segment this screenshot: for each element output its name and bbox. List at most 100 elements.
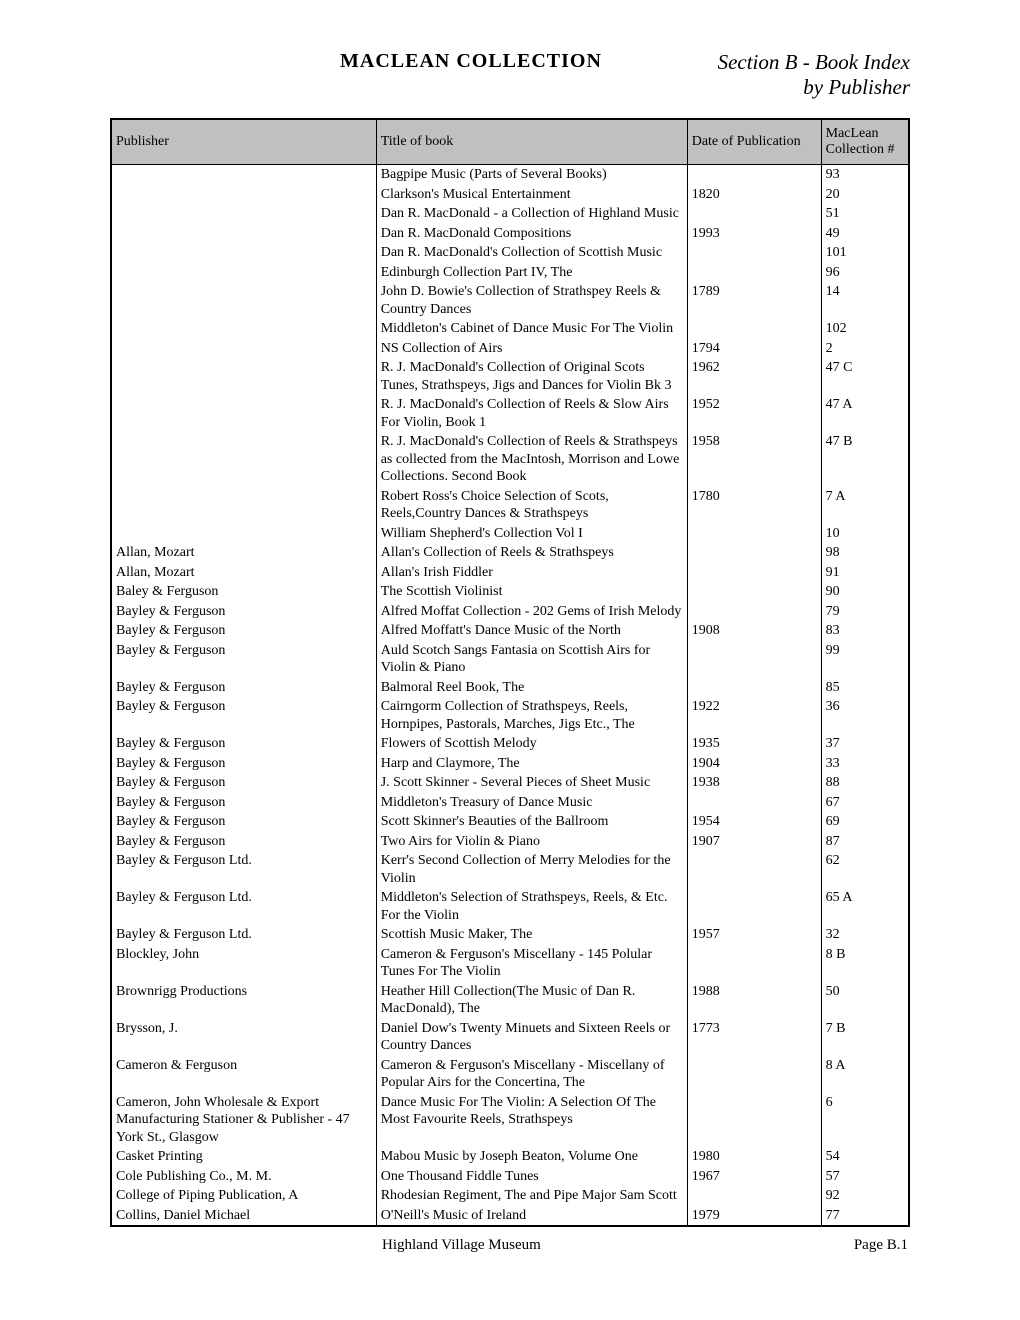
table-row: Casket PrintingMabou Music by Joseph Bea… xyxy=(111,1147,909,1167)
cell-publisher: Bayley & Ferguson xyxy=(111,754,376,774)
cell-num: 50 xyxy=(821,982,909,1019)
cell-publisher xyxy=(111,432,376,487)
cell-num: 32 xyxy=(821,925,909,945)
cell-date xyxy=(687,945,821,982)
cell-title: John D. Bowie's Collection of Strathspey… xyxy=(376,282,687,319)
cell-publisher xyxy=(111,339,376,359)
cell-num: 77 xyxy=(821,1206,909,1227)
cell-title: Cairngorm Collection of Strathspeys, Ree… xyxy=(376,697,687,734)
book-index-table: Publisher Title of book Date of Publicat… xyxy=(110,118,910,1227)
cell-title: Middleton's Cabinet of Dance Music For T… xyxy=(376,319,687,339)
cell-num: 88 xyxy=(821,773,909,793)
cell-num: 6 xyxy=(821,1093,909,1148)
cell-date: 1993 xyxy=(687,224,821,244)
cell-publisher: Collins, Daniel Michael xyxy=(111,1206,376,1227)
table-row: Bayley & Ferguson Ltd.Middleton's Select… xyxy=(111,888,909,925)
table-row: Bayley & FergusonAlfred Moffat Collectio… xyxy=(111,602,909,622)
cell-title: Auld Scotch Sangs Fantasia on Scottish A… xyxy=(376,641,687,678)
cell-publisher xyxy=(111,358,376,395)
cell-publisher: Bayley & Ferguson xyxy=(111,812,376,832)
cell-publisher: Bayley & Ferguson Ltd. xyxy=(111,925,376,945)
table-row: Collins, Daniel MichaelO'Neill's Music o… xyxy=(111,1206,909,1227)
cell-date: 1908 xyxy=(687,621,821,641)
cell-num: 57 xyxy=(821,1167,909,1187)
cell-date: 1773 xyxy=(687,1019,821,1056)
cell-publisher: Baley & Ferguson xyxy=(111,582,376,602)
cell-num: 2 xyxy=(821,339,909,359)
cell-title: Allan's Collection of Reels & Strathspey… xyxy=(376,543,687,563)
cell-title: Edinburgh Collection Part IV, The xyxy=(376,263,687,283)
table-row: Dan R. MacDonald Compositions199349 xyxy=(111,224,909,244)
table-row: R. J. MacDonald's Collection of Reels & … xyxy=(111,395,909,432)
cell-num: 33 xyxy=(821,754,909,774)
cell-num: 62 xyxy=(821,851,909,888)
cell-num: 90 xyxy=(821,582,909,602)
cell-num: 47 B xyxy=(821,432,909,487)
cell-date: 1952 xyxy=(687,395,821,432)
cell-date: 1980 xyxy=(687,1147,821,1167)
cell-publisher: Bayley & Ferguson xyxy=(111,697,376,734)
cell-title: Middleton's Selection of Strathspeys, Re… xyxy=(376,888,687,925)
cell-title: Two Airs for Violin & Piano xyxy=(376,832,687,852)
cell-publisher: Bayley & Ferguson Ltd. xyxy=(111,888,376,925)
cell-num: 101 xyxy=(821,243,909,263)
table-row: Bayley & FergusonFlowers of Scottish Mel… xyxy=(111,734,909,754)
table-body: Bagpipe Music (Parts of Several Books)93… xyxy=(111,165,909,1227)
cell-title: Allan's Irish Fiddler xyxy=(376,563,687,583)
cell-title: R. J. MacDonald's Collection of Reels & … xyxy=(376,432,687,487)
cell-num: 85 xyxy=(821,678,909,698)
cell-title: NS Collection of Airs xyxy=(376,339,687,359)
cell-title: The Scottish Violinist xyxy=(376,582,687,602)
cell-date: 1820 xyxy=(687,185,821,205)
table-row: Clarkson's Musical Entertainment182020 xyxy=(111,185,909,205)
cell-date: 1907 xyxy=(687,832,821,852)
cell-title: R. J. MacDonald's Collection of Reels & … xyxy=(376,395,687,432)
col-header-title: Title of book xyxy=(376,119,687,165)
cell-publisher xyxy=(111,282,376,319)
cell-date xyxy=(687,204,821,224)
cell-title: Dan R. MacDonald - a Collection of Highl… xyxy=(376,204,687,224)
cell-date xyxy=(687,793,821,813)
cell-date xyxy=(687,641,821,678)
cell-num: 10 xyxy=(821,524,909,544)
cell-title: Heather Hill Collection(The Music of Dan… xyxy=(376,982,687,1019)
cell-date: 1780 xyxy=(687,487,821,524)
footer-left: Highland Village Museum xyxy=(382,1237,541,1254)
cell-publisher: Allan, Mozart xyxy=(111,563,376,583)
cell-title: Kerr's Second Collection of Merry Melodi… xyxy=(376,851,687,888)
cell-date: 1962 xyxy=(687,358,821,395)
cell-title: Alfred Moffat Collection - 202 Gems of I… xyxy=(376,602,687,622)
cell-date: 1958 xyxy=(687,432,821,487)
cell-title: Scottish Music Maker, The xyxy=(376,925,687,945)
table-row: Baley & FergusonThe Scottish Violinist 90 xyxy=(111,582,909,602)
cell-date: 1789 xyxy=(687,282,821,319)
table-row: R. J. MacDonald's Collection of Reels & … xyxy=(111,432,909,487)
table-row: Bayley & FergusonJ. Scott Skinner - Seve… xyxy=(111,773,909,793)
table-row: Robert Ross's Choice Selection of Scots,… xyxy=(111,487,909,524)
cell-title: Clarkson's Musical Entertainment xyxy=(376,185,687,205)
cell-publisher: Brownrigg Productions xyxy=(111,982,376,1019)
table-row: Bayley & FergusonBalmoral Reel Book, The… xyxy=(111,678,909,698)
cell-title: Flowers of Scottish Melody xyxy=(376,734,687,754)
table-row: Cole Publishing Co., M. M.One Thousand F… xyxy=(111,1167,909,1187)
cell-publisher: Casket Printing xyxy=(111,1147,376,1167)
table-row: Bayley & FergusonAlfred Moffatt's Dance … xyxy=(111,621,909,641)
cell-publisher xyxy=(111,395,376,432)
cell-title: J. Scott Skinner - Several Pieces of She… xyxy=(376,773,687,793)
cell-publisher xyxy=(111,487,376,524)
cell-date xyxy=(687,524,821,544)
cell-date xyxy=(687,888,821,925)
cell-title: Dance Music For The Violin: A Selection … xyxy=(376,1093,687,1148)
cell-num: 87 xyxy=(821,832,909,852)
table-row: Brownrigg ProductionsHeather Hill Collec… xyxy=(111,982,909,1019)
collection-title: MACLEAN COLLECTION xyxy=(340,50,602,73)
cell-num: 8 B xyxy=(821,945,909,982)
cell-date xyxy=(687,243,821,263)
cell-num: 14 xyxy=(821,282,909,319)
cell-publisher: Bayley & Ferguson xyxy=(111,734,376,754)
table-row: Bayley & FergusonCairngorm Collection of… xyxy=(111,697,909,734)
cell-publisher xyxy=(111,524,376,544)
cell-publisher xyxy=(111,263,376,283)
cell-title: William Shepherd's Collection Vol I xyxy=(376,524,687,544)
cell-publisher: Cameron, John Wholesale & Export Manufac… xyxy=(111,1093,376,1148)
